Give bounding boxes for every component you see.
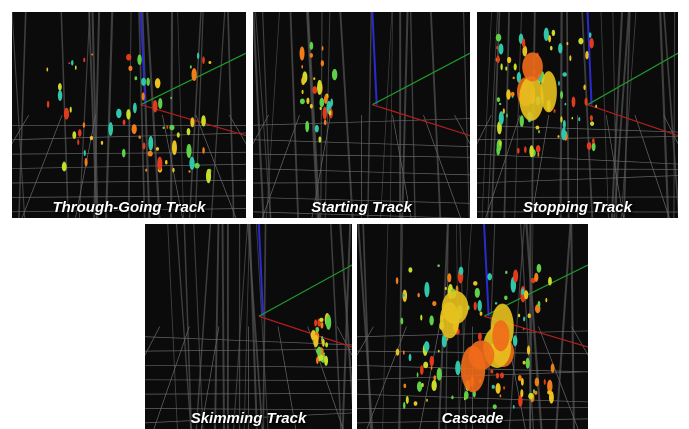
event-display — [12, 12, 246, 218]
event-panel: Starting Track — [253, 12, 470, 218]
event-panel: Skimming Track — [145, 224, 352, 429]
event-panel: Through-Going Track — [12, 12, 246, 218]
event-display — [253, 12, 470, 218]
event-display — [477, 12, 678, 218]
event-display — [145, 224, 352, 429]
panel-label: Cascade — [357, 410, 588, 427]
panel-label: Skimming Track — [145, 410, 352, 427]
panel-label: Through-Going Track — [12, 199, 246, 216]
panel-label: Stopping Track — [477, 199, 678, 216]
event-panel: Cascade — [357, 224, 588, 429]
event-panel: Stopping Track — [477, 12, 678, 218]
event-display — [357, 224, 588, 429]
figure: Through-Going Track Starting Track Stopp… — [0, 0, 689, 429]
panel-label: Starting Track — [253, 199, 470, 216]
